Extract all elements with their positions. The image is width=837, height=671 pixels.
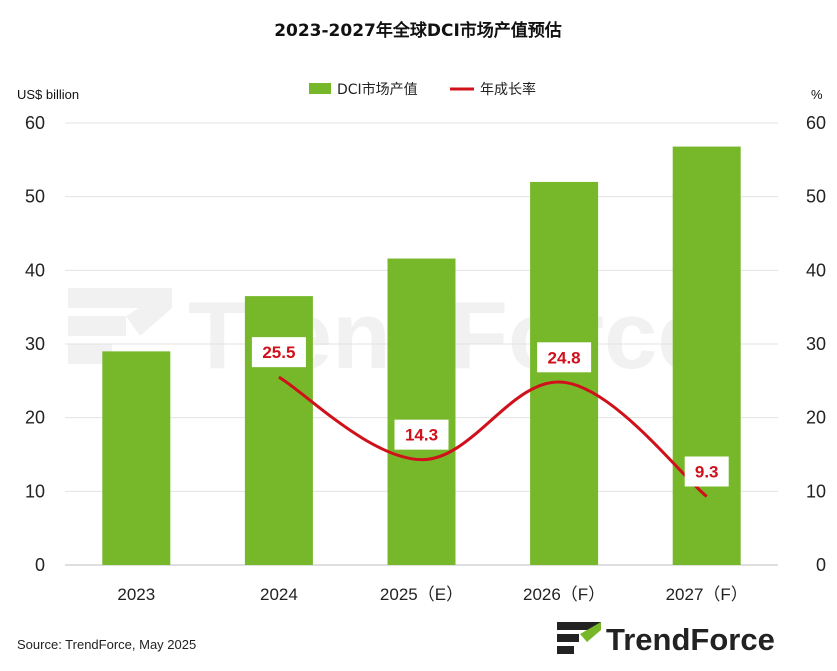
x-tick-label: 2026（F） [523, 585, 605, 604]
bar [387, 258, 456, 565]
watermark-mark [68, 288, 172, 364]
bar [244, 296, 313, 565]
x-tick-label: 2023 [117, 585, 155, 604]
y-left-tick-label: 10 [25, 481, 45, 501]
trendforce-logo: TrendForce [557, 622, 775, 657]
y-right-tick-label: 60 [806, 113, 826, 133]
data-labels: 25.5 14.3 24.8 9.3 [251, 337, 729, 487]
data-label-text: 24.8 [548, 348, 581, 367]
y-right-tick-label: 20 [806, 408, 826, 428]
bars [102, 146, 741, 565]
data-label: 24.8 [537, 342, 592, 373]
data-label: 14.3 [394, 419, 449, 450]
y-left-tick-label: 0 [35, 555, 45, 575]
y-left-tick-label: 40 [25, 260, 45, 280]
y-right-label: % [811, 87, 823, 102]
y-right-tick-label: 40 [806, 260, 826, 280]
data-label: 9.3 [684, 456, 729, 487]
y-right-tick-label: 50 [806, 187, 826, 207]
chart-title: 2023-2027年全球DCI市场产值预估 [274, 20, 562, 41]
y-right-ticks: 0 10 20 30 40 50 60 [806, 113, 826, 575]
x-tick-label: 2024 [260, 585, 298, 604]
bar [672, 146, 741, 565]
bar [530, 181, 599, 565]
y-right-tick-label: 0 [816, 555, 826, 575]
x-ticks: 2023 2024 2025（E） 2026（F） 2027（F） [117, 585, 747, 604]
y-left-tick-label: 20 [25, 408, 45, 428]
bar [102, 351, 171, 565]
y-right-tick-label: 30 [806, 334, 826, 354]
y-left-label: US$ billion [17, 87, 79, 102]
legend-label-line: 年成长率 [480, 81, 536, 98]
data-label-box [684, 456, 729, 487]
logo-text: TrendForce [606, 622, 775, 657]
y-right-tick-label: 10 [806, 481, 826, 501]
y-left-ticks: 0 10 20 30 40 50 60 [25, 113, 45, 575]
x-tick-label: 2025（E） [380, 585, 463, 604]
data-label-box [251, 337, 306, 368]
logo-mark [557, 622, 601, 654]
legend-swatch-bar [309, 83, 331, 94]
data-label-text: 25.5 [262, 343, 295, 362]
y-left-tick-label: 50 [25, 187, 45, 207]
data-label: 25.5 [251, 337, 306, 368]
data-label-text: 14.3 [405, 426, 438, 445]
growth-line [278, 375, 708, 498]
source-note: Source: TrendForce, May 2025 [17, 637, 196, 652]
data-label-box [394, 419, 449, 450]
legend-label-bar: DCI市场产值 [337, 81, 418, 98]
x-tick-label: 2027（F） [666, 585, 748, 604]
data-label-box [537, 342, 592, 373]
growth-line-path [278, 375, 708, 498]
data-label-text: 9.3 [695, 462, 719, 481]
y-left-tick-label: 30 [25, 334, 45, 354]
legend: DCI市场产值 年成长率 [309, 81, 536, 98]
y-left-tick-label: 60 [25, 113, 45, 133]
